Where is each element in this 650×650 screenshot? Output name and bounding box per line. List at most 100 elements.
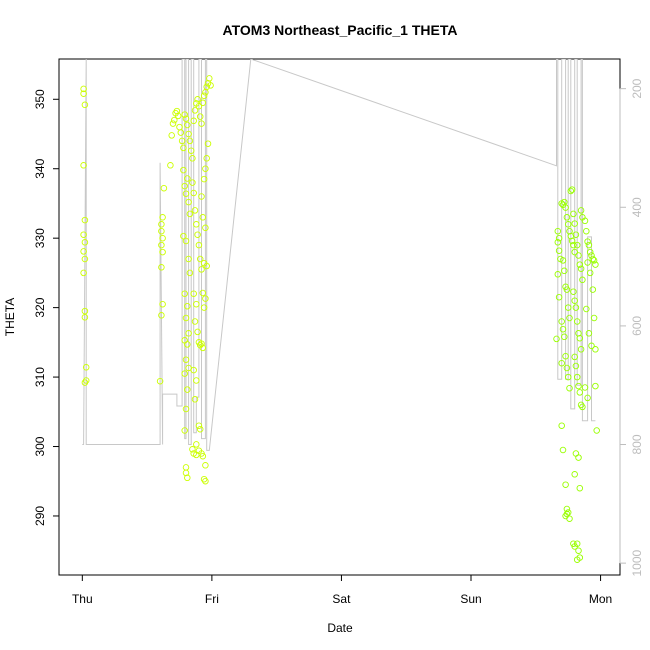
data-point (189, 446, 196, 453)
data-point (199, 99, 207, 107)
data-point (186, 137, 194, 145)
data-point (168, 132, 175, 139)
data-point (80, 231, 87, 238)
data-point (181, 290, 188, 297)
data-point (186, 210, 194, 218)
y2-tick-label: 600 (630, 316, 644, 336)
data-point (80, 269, 87, 277)
data-point (158, 227, 165, 235)
data-point (190, 290, 197, 297)
data-point (194, 328, 201, 336)
data-point (81, 255, 89, 263)
data-point (572, 362, 580, 370)
data-point (182, 190, 190, 197)
data-point (202, 477, 209, 485)
data-point (185, 255, 192, 263)
data-point (576, 389, 584, 396)
data-point (576, 484, 584, 492)
data-point (581, 217, 589, 225)
data-point (167, 162, 174, 169)
data-point (562, 481, 569, 488)
data-point (572, 304, 580, 311)
data-point (193, 221, 200, 228)
data-point (564, 221, 572, 228)
data-point (588, 252, 595, 259)
data-point (585, 330, 593, 337)
data-point (559, 325, 567, 333)
data-point (195, 422, 203, 429)
data-point (571, 471, 578, 478)
data-point (196, 113, 204, 120)
y-tick-label: 350 (33, 89, 47, 109)
data-point (561, 267, 568, 275)
x-tick-label: Fri (205, 592, 219, 606)
data-point (189, 179, 196, 186)
data-point (180, 166, 187, 174)
data-point (570, 288, 577, 295)
data-point (566, 314, 573, 322)
data-point (577, 265, 585, 272)
y2-tick-label: 1000 (630, 549, 644, 576)
data-point (158, 312, 165, 319)
data-point (174, 112, 182, 120)
data-point (182, 356, 190, 363)
data-point (590, 257, 598, 264)
data-point (80, 162, 87, 169)
data-point (199, 214, 207, 221)
data-point (573, 540, 581, 547)
x-tick-label: Sat (332, 592, 351, 606)
data-point (573, 318, 581, 325)
data-point (182, 405, 190, 413)
data-point (554, 271, 562, 278)
data-point (194, 231, 201, 238)
theta-points-layer (80, 75, 600, 563)
y2-tick-label: 800 (630, 434, 644, 454)
x-axis-label: Date (327, 621, 353, 635)
data-point (577, 346, 585, 353)
data-point (159, 234, 166, 242)
data-point (191, 396, 199, 403)
x-axis: Thu Fri Sat Sun Mon (72, 574, 612, 606)
data-point (575, 382, 582, 390)
data-point (182, 464, 190, 471)
data-point (193, 441, 200, 448)
data-point (80, 90, 87, 97)
data-point (588, 342, 595, 350)
data-point (190, 117, 197, 125)
data-point (558, 318, 565, 325)
data-point (202, 224, 209, 232)
data-point (191, 107, 199, 114)
data-point (199, 452, 207, 460)
data-point (190, 189, 197, 197)
data-point (202, 462, 209, 469)
data-point (178, 137, 186, 145)
data-point (586, 248, 594, 256)
data-point (181, 182, 188, 190)
data-point (200, 92, 208, 100)
data-point (570, 241, 577, 249)
data-point (184, 474, 191, 482)
data-point (176, 123, 183, 131)
data-point (182, 314, 190, 322)
data-point (199, 344, 207, 352)
data-point (191, 318, 199, 325)
data-point (202, 165, 209, 172)
data-point (81, 101, 89, 109)
data-point (159, 300, 166, 308)
data-point (593, 427, 600, 434)
data-point (199, 289, 207, 297)
data-point (579, 403, 586, 411)
data-point (186, 269, 194, 277)
x-tick-label: Mon (589, 592, 612, 606)
data-point (592, 382, 599, 390)
data-point (562, 204, 569, 211)
data-point (563, 364, 571, 372)
data-point (592, 346, 599, 353)
data-point (553, 335, 560, 343)
data-point (575, 454, 582, 461)
data-point (196, 255, 204, 263)
data-point (590, 314, 598, 322)
secondary-y-axis: 200 400 600 800 1000 (619, 78, 644, 576)
data-point (555, 293, 563, 301)
data-point (568, 186, 576, 193)
